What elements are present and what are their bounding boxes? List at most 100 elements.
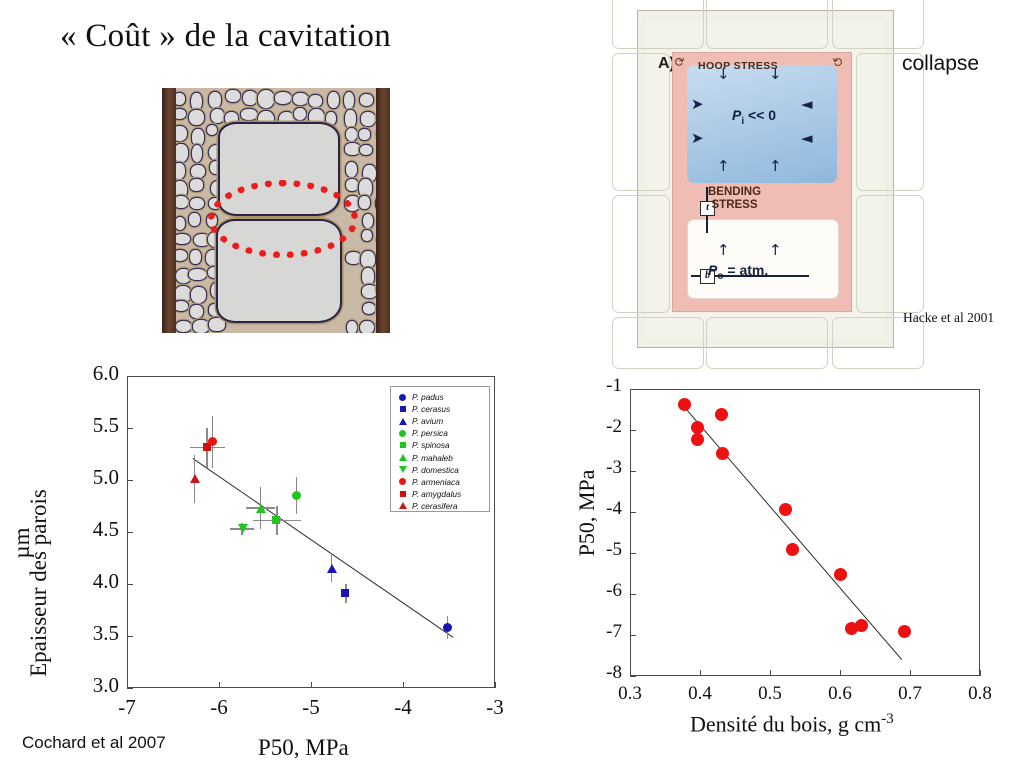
x-axis-title-right-text: Densité du bois, g cm (690, 711, 882, 737)
legend-item[interactable]: P. domestica (396, 464, 486, 476)
micrograph-cell (208, 318, 225, 331)
hacke-diagram-inner: A) ⟳ ⟲ ↓ ↓ ➤ ➤ ◄ ◄ ↑ ↑ ↑ ↑ t b H (612, 0, 924, 369)
micrograph-cell (173, 250, 188, 262)
x-tick (770, 670, 772, 676)
stress-arrow-up-icon: ↑ (769, 157, 782, 175)
data-point (691, 420, 705, 434)
x-tick (311, 682, 313, 688)
marker-triangle-up (398, 417, 407, 425)
legend-item[interactable]: P. padus (396, 391, 486, 403)
legend-item[interactable]: P. cerasus (396, 403, 486, 415)
y-tick (630, 594, 636, 596)
marker-square (272, 516, 281, 525)
marker-square (399, 490, 406, 497)
micrograph-cell (359, 179, 372, 198)
micrograph-cell (344, 109, 356, 128)
micrograph-cell (226, 90, 240, 103)
y-tick-label: 5.0 (92, 464, 119, 489)
stress-arrow-left-icon: ◄ (801, 129, 813, 147)
ghost-cell (612, 195, 670, 313)
x-tick-label: -3 (486, 695, 504, 719)
micrograph-cell (243, 90, 258, 105)
legend-label: P. armeniaca (412, 476, 460, 487)
data-point (854, 619, 868, 633)
wood-cross-section-micrograph (162, 88, 390, 333)
micrograph-cell (293, 107, 307, 121)
x-tick-label: 0.4 (688, 683, 712, 704)
legend-item[interactable]: P. cerasifera (396, 500, 486, 512)
legend-item[interactable]: P. mahaleb (396, 451, 486, 463)
marker-triangle-up (255, 503, 266, 513)
ghost-cell (612, 317, 704, 369)
micrograph-cell (172, 108, 186, 120)
data-point (897, 625, 911, 639)
marker-triangle-up (398, 502, 407, 510)
legend-item[interactable]: P. armeniaca (396, 476, 486, 488)
micrograph-cell (191, 144, 203, 162)
ghost-cell (706, 317, 828, 369)
micrograph-cell (343, 91, 355, 110)
y-axis-title-right: P50, MPa (574, 469, 599, 557)
marker-square (341, 588, 350, 597)
marker-square (399, 442, 406, 449)
x-tick-label: -7 (118, 695, 136, 719)
ghost-cell (856, 195, 924, 313)
y-tick-label: -5 (606, 539, 622, 561)
y-tick-label: 4.0 (92, 568, 119, 593)
micrograph-cell (172, 163, 185, 180)
micrograph-cell (363, 302, 376, 315)
legend-item[interactable]: P. persica (396, 427, 486, 439)
micrograph-cell (176, 268, 191, 284)
y-tick (630, 635, 636, 637)
micrograph-cell (360, 94, 374, 107)
stress-arrow-up-icon: ↑ (717, 157, 730, 175)
legend-item[interactable]: P. avium (396, 415, 486, 427)
x-tick (840, 670, 842, 676)
micrograph-cell (190, 179, 203, 191)
micrograph-cell (210, 160, 223, 175)
legend-label: P. mahaleb (412, 452, 453, 463)
x-tick (910, 670, 912, 676)
marker-triangle-up (326, 563, 337, 573)
stress-arrow-right-icon: ➤ (691, 95, 704, 113)
legend-item[interactable]: P. spinosa (396, 439, 486, 451)
y-tick (127, 532, 133, 534)
micrograph-cell (309, 109, 324, 126)
y-tick (127, 428, 133, 430)
marker-square (202, 443, 211, 452)
legend-marker (396, 490, 409, 497)
data-point (833, 567, 847, 581)
thickness-symbol: t (700, 201, 715, 216)
y-tick-label: -4 (606, 498, 622, 520)
legend-left[interactable]: P. padus P. cerasus P. avium P. persica P. s… (390, 386, 490, 512)
y-tick-label: -2 (606, 416, 622, 438)
micrograph-cell (360, 320, 375, 333)
micrograph-cell (206, 125, 218, 136)
legend-label: P. padus (412, 392, 444, 403)
micrograph-cell (174, 286, 192, 303)
y-tick-label: 4.5 (92, 516, 119, 541)
legend-item[interactable]: P. amygdalus (396, 488, 486, 500)
marker-triangle-up (189, 474, 200, 484)
x-tick (980, 670, 982, 676)
legend-marker (396, 429, 409, 437)
hacke-collapse-diagram: A) ⟳ ⟲ ↓ ↓ ➤ ➤ ◄ ◄ ↑ ↑ ↑ ↑ t b H (612, 0, 924, 369)
micrograph-cell (210, 109, 224, 124)
x-axis-title-right-exponent: -3 (881, 711, 894, 727)
legend-label: P. domestica (412, 464, 459, 475)
legend-label: P. cerasus (412, 404, 451, 415)
ghost-cell (612, 53, 670, 191)
micrograph-cell (191, 92, 202, 110)
micrograph-cell (362, 214, 373, 229)
micrograph-cell (174, 233, 190, 245)
micrograph-cell (225, 111, 239, 126)
x-tick-label: 0.8 (968, 683, 992, 704)
x-tick-label: 0.6 (828, 683, 852, 704)
red-dotted-ellipse-highlight (208, 180, 358, 258)
x-tick (127, 682, 129, 688)
cochard-citation: Cochard et al 2007 (22, 733, 166, 752)
micrograph-cell (241, 108, 257, 120)
lumen-region (687, 65, 837, 183)
marker-circle (399, 478, 406, 486)
micrograph-cell (361, 111, 376, 126)
